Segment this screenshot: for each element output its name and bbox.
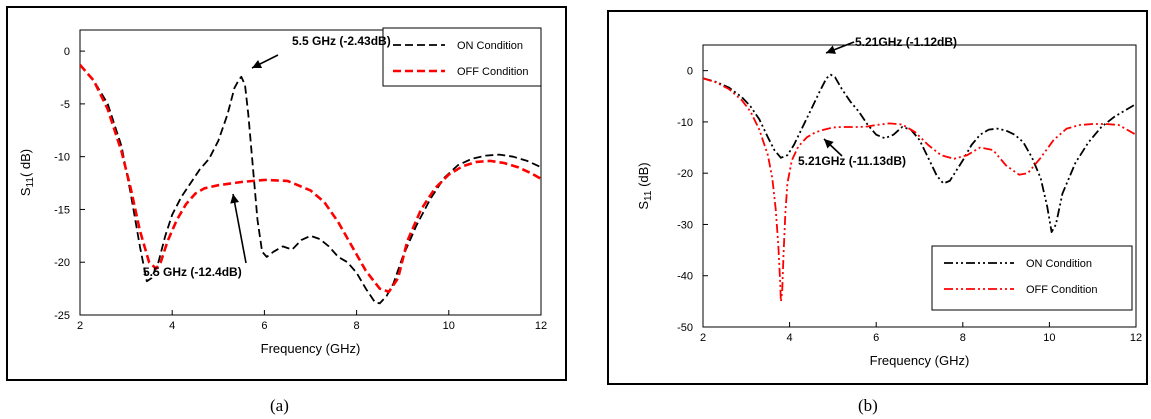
series-line-on: [80, 64, 541, 305]
y-axis-label: S11( dB): [18, 149, 36, 196]
y-tick-label: -40: [677, 271, 693, 283]
legend-label: ON Condition: [1026, 258, 1092, 270]
x-tick-label: 4: [787, 332, 793, 344]
legend-box: [931, 245, 1133, 311]
annotation-label: 5.21GHz (-1.12dB): [855, 35, 957, 49]
plot-area: [702, 44, 1137, 328]
annotation-arrowhead: [826, 45, 837, 54]
legend-label: OFF Condition: [457, 66, 529, 78]
y-tick-label: -25: [54, 310, 70, 322]
x-axis-label: Frequency (GHz): [261, 341, 361, 356]
annotation-arrow: [232, 193, 247, 264]
annotation-arrowhead: [252, 59, 263, 68]
series-line-on: [703, 73, 1136, 234]
chart-svg-a: 2 4 6 8 10 12 0 -5 -10 -15 -20 -25 Frequency (GHz) S1…: [18, 27, 547, 356]
y-tick-label: -20: [54, 257, 70, 269]
y-axis-label: S11 (dB): [636, 162, 654, 209]
annotation-label: 5.5 GHz (-12.4dB): [143, 265, 242, 279]
series-line-off: [703, 77, 1136, 303]
y-tick-label: -30: [677, 219, 693, 231]
annotation-arrowhead: [824, 139, 834, 149]
caption-b: (b): [858, 396, 878, 415]
y-tick-label: -10: [54, 152, 70, 164]
y-tick-label: -5: [60, 99, 70, 111]
x-tick-label: 10: [1043, 332, 1055, 344]
x-tick-label: 12: [1130, 332, 1142, 344]
x-tick-label: 8: [960, 332, 966, 344]
annotation-label: 5.5 GHz (-2.43dB): [292, 34, 391, 48]
y-tick-label: -10: [677, 117, 693, 129]
y-tick-label: -20: [677, 168, 693, 180]
plot-area: [79, 29, 542, 316]
x-tick-label: 8: [354, 320, 360, 332]
legend-label: ON Condition: [457, 40, 523, 52]
chart-panel-a: 2 4 6 8 10 12 0 -5 -10 -15 -20 -25 Frequency (GHz) S1…: [0, 0, 570, 419]
chart-svg-b: 2 4 6 8 10 12 0 -10 -20 -30 -40 -50 Frequency (GHz) S…: [636, 35, 1142, 368]
x-tick-label: 12: [535, 320, 547, 332]
annotation-arrowhead: [230, 194, 240, 204]
x-axis-label: Frequency (GHz): [870, 353, 970, 368]
y-tick-label: 0: [64, 46, 70, 58]
caption-a: (a): [270, 396, 289, 415]
legend-label: OFF Condition: [1026, 284, 1098, 296]
annotation-label: 5.21GHz (-11.13dB): [798, 154, 906, 168]
y-tick-label: -15: [54, 204, 70, 216]
x-tick-label: 6: [261, 320, 267, 332]
x-tick-label: 4: [169, 320, 175, 332]
chart-frame: [607, 10, 1148, 385]
x-tick-label: 10: [443, 320, 455, 332]
x-tick-label: 6: [873, 332, 879, 344]
y-tick-label: -50: [677, 322, 693, 334]
series-line-off: [80, 63, 541, 294]
x-tick-label: 2: [77, 320, 83, 332]
chart-panel-b: 2 4 6 8 10 12 0 -10 -20 -30 -40 -50 Frequency (GHz) S…: [600, 0, 1151, 419]
x-tick-label: 2: [700, 332, 706, 344]
legend-box: [382, 27, 542, 87]
y-tick-label: 0: [687, 66, 693, 78]
